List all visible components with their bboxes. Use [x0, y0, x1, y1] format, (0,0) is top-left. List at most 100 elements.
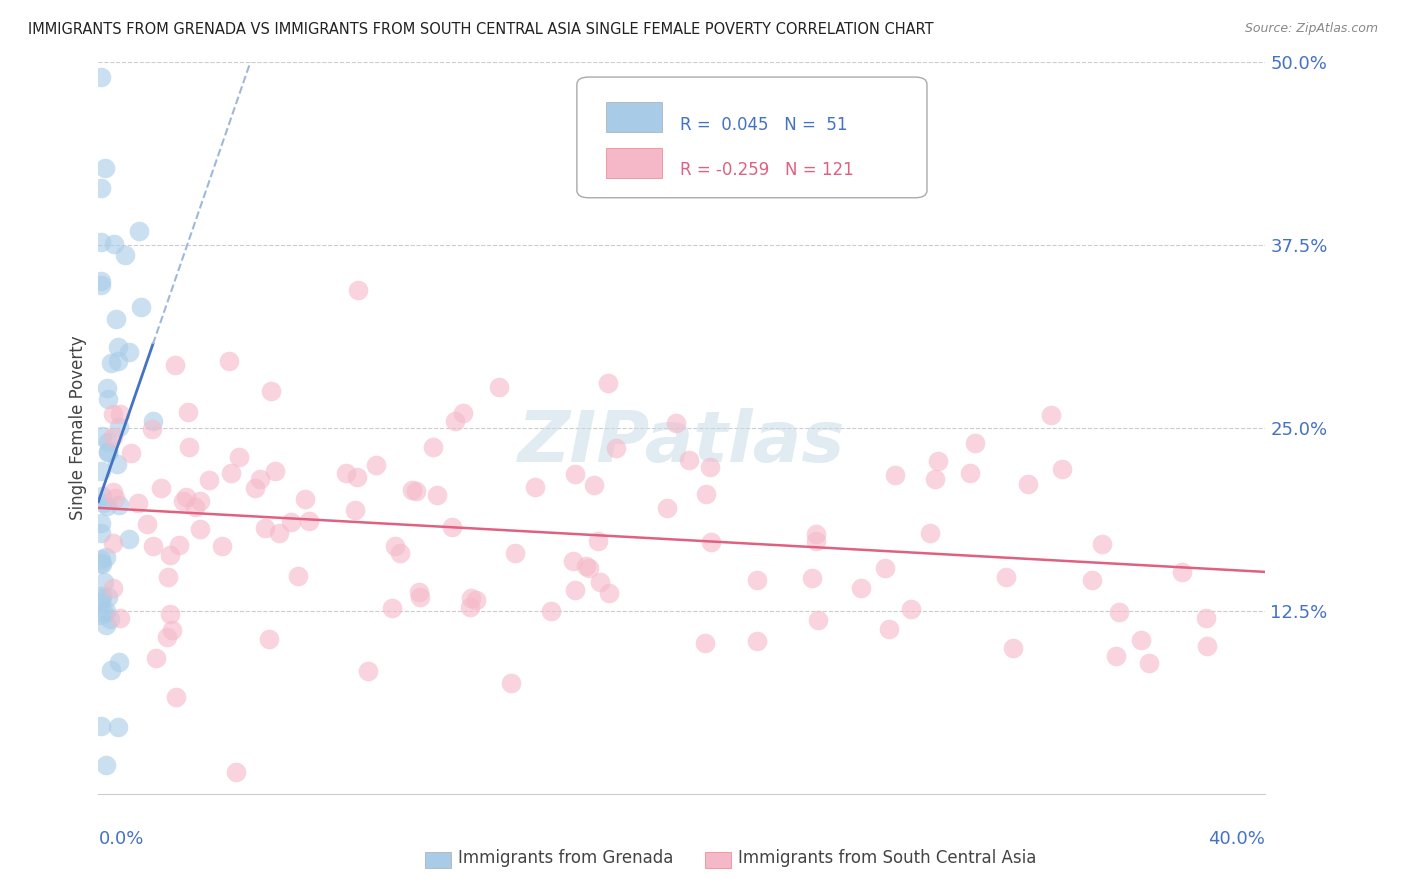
Point	[127, 495, 149, 509]
Point	[107, 720, 129, 734]
Point	[120, 445, 142, 459]
Point	[128, 224, 150, 238]
Point	[426, 488, 449, 502]
Point	[269, 525, 291, 540]
Bar	[425, 853, 451, 869]
Point	[900, 602, 922, 616]
Point	[381, 600, 404, 615]
Point	[260, 384, 283, 398]
Point	[695, 487, 717, 501]
Point	[807, 613, 830, 627]
Point	[179, 441, 201, 455]
Point	[965, 436, 987, 450]
Point	[243, 481, 266, 495]
Point	[90, 516, 112, 531]
Point	[108, 420, 131, 434]
Point	[745, 573, 768, 587]
Point	[574, 559, 596, 574]
Text: Immigrants from South Central Asia: Immigrants from South Central Asia	[738, 848, 1036, 866]
Point	[107, 354, 129, 368]
Text: 40.0%: 40.0%	[1209, 830, 1265, 848]
Point	[90, 595, 112, 609]
Point	[90, 719, 112, 733]
Point	[101, 429, 124, 443]
Point	[465, 592, 488, 607]
Point	[93, 575, 115, 590]
Point	[1091, 537, 1114, 551]
Point	[219, 467, 242, 481]
Bar	[606, 148, 662, 178]
Point	[287, 569, 309, 583]
Point	[129, 301, 152, 315]
Point	[800, 571, 823, 585]
Point	[156, 630, 179, 644]
Point	[90, 489, 112, 503]
Point	[959, 466, 981, 480]
Point	[254, 521, 277, 535]
Point	[104, 491, 127, 505]
Point	[159, 607, 181, 621]
Point	[440, 520, 463, 534]
Point	[118, 345, 141, 359]
Point	[97, 590, 120, 604]
Point	[1050, 462, 1073, 476]
Point	[104, 311, 127, 326]
Point	[1194, 611, 1216, 625]
Point	[263, 464, 285, 478]
Point	[598, 586, 620, 600]
Text: R = -0.259   N = 121: R = -0.259 N = 121	[679, 161, 853, 179]
Text: Source: ZipAtlas.com: Source: ZipAtlas.com	[1244, 22, 1378, 36]
Point	[804, 526, 827, 541]
Point	[149, 481, 172, 495]
Point	[114, 248, 136, 262]
Point	[501, 676, 523, 690]
Point	[93, 606, 115, 620]
Point	[96, 549, 118, 564]
Point	[451, 406, 474, 420]
Point	[97, 445, 120, 459]
Point	[93, 161, 115, 175]
Point	[101, 536, 124, 550]
Point	[249, 472, 271, 486]
Point	[924, 472, 946, 486]
Point	[1171, 565, 1194, 579]
Point	[103, 237, 125, 252]
Point	[90, 552, 112, 566]
Point	[105, 457, 128, 471]
Point	[401, 483, 423, 498]
Point	[90, 464, 112, 478]
Point	[589, 575, 612, 590]
Point	[90, 429, 112, 443]
Point	[188, 522, 211, 536]
Text: IMMIGRANTS FROM GRENADA VS IMMIGRANTS FROM SOUTH CENTRAL ASIA SINGLE FEMALE POVE: IMMIGRANTS FROM GRENADA VS IMMIGRANTS FR…	[28, 22, 934, 37]
Point	[460, 591, 482, 605]
Point	[184, 500, 207, 514]
Text: 0.0%: 0.0%	[98, 830, 143, 848]
Point	[1017, 476, 1039, 491]
Point	[582, 478, 605, 492]
Text: Immigrants from Grenada: Immigrants from Grenada	[458, 848, 673, 866]
Point	[163, 358, 186, 372]
Point	[873, 561, 896, 575]
Point	[108, 407, 131, 421]
Point	[562, 554, 585, 568]
Text: R =  0.045   N =  51: R = 0.045 N = 51	[679, 116, 846, 134]
Point	[678, 453, 700, 467]
Point	[335, 466, 357, 480]
Point	[90, 70, 112, 84]
Point	[167, 538, 190, 552]
Point	[174, 490, 197, 504]
Point	[851, 582, 873, 596]
Point	[159, 548, 181, 562]
Point	[920, 526, 942, 541]
Point	[280, 516, 302, 530]
Point	[596, 376, 619, 390]
Text: ZIPatlas: ZIPatlas	[519, 409, 845, 477]
Point	[101, 407, 124, 421]
Point	[343, 502, 366, 516]
Point	[90, 607, 112, 622]
Point	[524, 480, 547, 494]
Point	[405, 484, 427, 499]
Point	[188, 493, 211, 508]
Point	[364, 458, 387, 473]
